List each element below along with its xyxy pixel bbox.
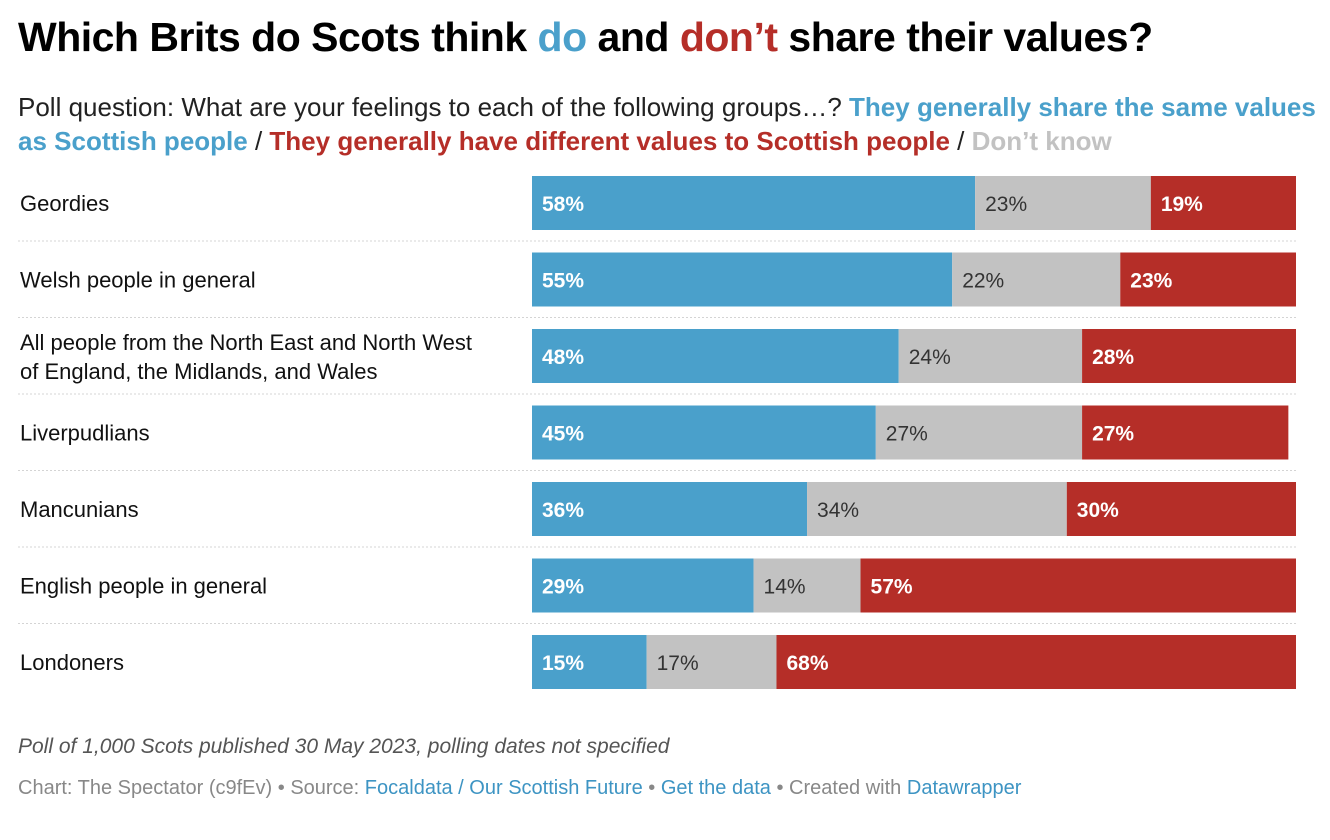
bar-segment-different	[1066, 482, 1296, 536]
footer-source-label: Source:	[290, 777, 365, 799]
footer-chart-credit: Chart: The Spectator (c9fEv)	[18, 777, 273, 799]
bar-segment-share	[532, 482, 808, 536]
data-label-share: 58%	[542, 193, 584, 216]
bar-segment-different	[1082, 329, 1296, 383]
footer-created-with: Created with	[789, 777, 907, 799]
category-label: Mancunians	[20, 497, 139, 522]
subtitle-question: Poll question: What are your feelings to…	[18, 92, 850, 122]
category-label-line: of England, the Midlands, and Wales	[20, 359, 378, 384]
data-label-different: 57%	[871, 576, 913, 599]
data-label-dont_know: 23%	[985, 193, 1027, 216]
bar-segment-different	[860, 558, 1296, 613]
bar-segment-dont_know	[952, 252, 1121, 307]
title-prefix: Which Brits do Scots think	[18, 14, 538, 60]
legend-sep-2: /	[949, 126, 972, 156]
bar-segment-share	[532, 176, 976, 230]
bar-segment-different	[1120, 252, 1296, 307]
data-label-different: 30%	[1077, 499, 1119, 522]
category-label: English people in general	[20, 574, 267, 599]
footer-separator: •	[642, 777, 661, 799]
data-label-different: 27%	[1092, 423, 1134, 446]
footer-separator: •	[272, 777, 291, 799]
bar-segment-dont_know	[753, 558, 861, 613]
chart-subtitle: Poll question: What are your feelings to…	[18, 90, 1318, 158]
bar-segment-different	[776, 635, 1296, 689]
data-label-dont_know: 14%	[764, 576, 806, 599]
data-label-share: 29%	[542, 576, 584, 599]
datawrapper-link[interactable]: Datawrapper	[906, 777, 1022, 799]
category-label: Geordies	[20, 191, 109, 216]
get-the-data-link[interactable]: Get the data	[660, 777, 771, 799]
data-label-different: 68%	[786, 652, 828, 675]
bar-segment-share	[532, 252, 953, 307]
title-suffix: share their values?	[777, 14, 1153, 60]
bar-segment-share	[532, 558, 754, 613]
bar-segment-share	[532, 329, 899, 383]
category-label: Liverpudlians	[20, 421, 150, 446]
data-label-share: 48%	[542, 346, 584, 369]
data-label-different: 23%	[1130, 270, 1172, 293]
footer-separator: •	[770, 777, 790, 799]
bar-segment-dont_know	[807, 482, 1067, 536]
data-label-share: 36%	[542, 499, 584, 522]
bar-segment-different	[1150, 176, 1296, 230]
bar-segment-dont_know	[898, 329, 1083, 383]
chart-footer: Chart: The Spectator (c9fEv) • Source: F…	[18, 777, 1021, 800]
bar-segment-dont_know	[875, 405, 1083, 460]
category-label: Londoners	[20, 650, 124, 675]
data-label-dont_know: 34%	[817, 499, 859, 522]
data-label-dont_know: 22%	[962, 270, 1004, 293]
title-middle: and	[586, 14, 680, 60]
chart-notes: Poll of 1,000 Scots published 30 May 202…	[18, 735, 670, 758]
data-label-dont_know: 27%	[886, 423, 928, 446]
data-label-different: 19%	[1161, 193, 1203, 216]
chart-title: Which Brits do Scots think do and don’t …	[18, 14, 1153, 61]
data-label-share: 55%	[542, 270, 584, 293]
title-do: do	[537, 14, 588, 60]
source-link[interactable]: Focaldata / Our Scottish Future	[364, 777, 643, 799]
legend-dont-know: Don’t know	[971, 126, 1112, 156]
legend-different: They generally have different values to …	[269, 126, 950, 156]
bar-segment-share	[532, 635, 647, 689]
bar-segment-dont_know	[975, 176, 1151, 230]
category-label: Welsh people in general	[20, 268, 256, 293]
bar-segment-share	[532, 405, 876, 460]
bar-segment-dont_know	[646, 635, 777, 689]
legend-share: They generally share the same values as …	[18, 92, 1316, 156]
title-dont: don’t	[679, 14, 778, 60]
data-label-dont_know: 24%	[909, 346, 951, 369]
bar-segment-different	[1082, 405, 1289, 460]
data-label-different: 28%	[1092, 346, 1134, 369]
data-label-share: 45%	[542, 423, 584, 446]
data-label-dont_know: 17%	[657, 652, 699, 675]
category-label: All people from the North East and North…	[20, 330, 472, 384]
category-label-line: All people from the North East and North…	[20, 330, 472, 355]
data-label-share: 15%	[542, 652, 584, 675]
legend-sep-1: /	[247, 126, 270, 156]
